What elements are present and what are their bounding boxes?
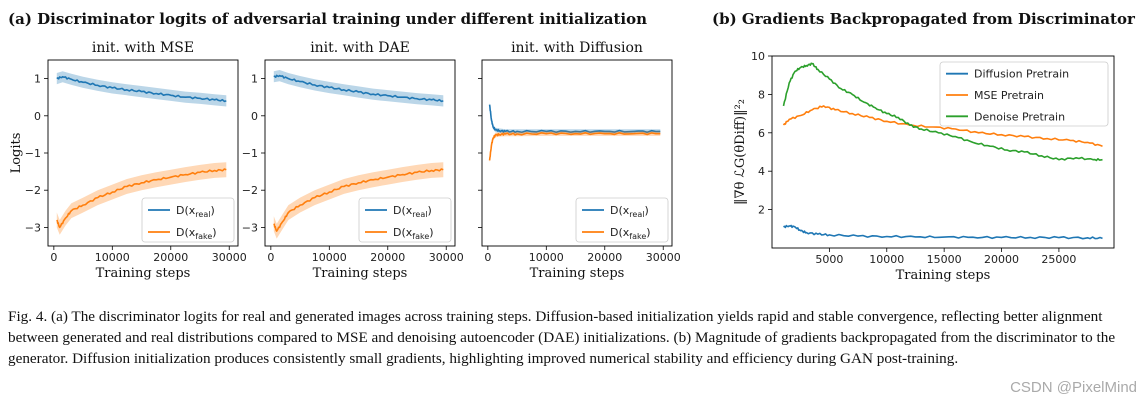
- plot-area: [273, 70, 444, 239]
- legend-label-0: D(xreal): [610, 204, 649, 219]
- y-tick-label: −2: [25, 184, 41, 197]
- series-line-0: [783, 224, 1103, 240]
- x-tick-label: 20000: [370, 251, 405, 264]
- series-line-1: [273, 168, 444, 232]
- y-tick-label: 2: [758, 204, 765, 217]
- x-tick-label: 30000: [212, 251, 247, 264]
- y-tick-label: 10: [751, 50, 765, 63]
- legend-box: [575, 197, 669, 243]
- legend-box: [141, 197, 235, 243]
- panel-a-title: (a) Discriminator logits of adversarial …: [8, 10, 648, 28]
- chart-diffusion: init. with Diffusion 0 10000 20000 30000 Trai…: [478, 40, 681, 281]
- series-band-1: [56, 162, 227, 235]
- chart-mse: init. with MSE 0 10000 20000 30000 −3 −2 −1 0 1 Tr…: [9, 40, 247, 281]
- x-tick-label: 20000: [587, 251, 622, 264]
- x-tick-label: 0: [484, 251, 491, 264]
- legend-label-1: D(xfake): [176, 226, 217, 241]
- series-line-2: [782, 62, 1103, 162]
- series-band-1: [489, 131, 661, 163]
- x-tick-label: 15000: [927, 253, 962, 266]
- series-band-1: [273, 162, 444, 239]
- y-tick-label: −1: [25, 147, 41, 160]
- y-tick-label: 4: [758, 165, 765, 178]
- series-line-1: [56, 168, 227, 229]
- x-tick-label: 30000: [646, 251, 681, 264]
- x-axis-label: Training steps: [530, 266, 625, 281]
- series-line-0: [56, 75, 227, 103]
- series-line-0: [273, 74, 444, 103]
- x-tick-label: 0: [267, 251, 274, 264]
- plot-area: [56, 71, 227, 235]
- chart-dae: init. with DAE 0 10000 20000 30000 −3 −2 −1 0 1 Tr…: [242, 40, 464, 281]
- plot-area: [782, 62, 1103, 240]
- panel-b-title: (b) Gradients Backpropagated from Discri…: [712, 10, 1135, 28]
- x-tick-label: 10000: [869, 253, 904, 266]
- x-tick-label: 10000: [529, 251, 564, 264]
- plot-title: init. with MSE: [92, 40, 194, 56]
- x-tick-label: 10000: [312, 251, 347, 264]
- x-tick-label: 25000: [1041, 253, 1076, 266]
- plot-title: init. with DAE: [310, 40, 410, 56]
- watermark: CSDN @PixelMind: [1010, 379, 1137, 396]
- x-tick-label: 20000: [984, 253, 1019, 266]
- x-axis-label: Training steps: [896, 268, 991, 283]
- axes-frame: [771, 55, 1115, 249]
- figure-caption: Fig. 4. (a) The discriminator logits for…: [8, 308, 1116, 367]
- legend-label-0: D(xreal): [176, 204, 215, 219]
- y-tick-label: 8: [758, 88, 765, 101]
- y-tick-label: −2: [242, 184, 258, 197]
- legend-label-1: D(xfake): [610, 226, 651, 241]
- legend-box: [939, 61, 1109, 127]
- x-tick-label: 5000: [815, 253, 843, 266]
- series-line-1: [488, 132, 661, 161]
- series-line-0: [488, 104, 661, 134]
- plot-title: init. with Diffusion: [511, 40, 643, 56]
- y-tick-label: −3: [242, 221, 258, 234]
- x-axis-label: Training steps: [313, 266, 408, 281]
- x-tick-label: 10000: [95, 251, 130, 264]
- y-tick-label: 6: [758, 127, 765, 140]
- legend-label-1: MSE Pretrain: [974, 89, 1044, 102]
- x-tick-label: 30000: [429, 251, 464, 264]
- y-tick-label: 1: [251, 73, 258, 86]
- chart-gradients: 5000 10000 15000 20000 25000 2 4 6 8 10 Training s…: [733, 50, 1115, 283]
- y-tick-label: 0: [251, 110, 258, 123]
- y-tick-label: −1: [242, 147, 258, 160]
- legend-box: [358, 197, 452, 243]
- legend-label-1: D(xfake): [393, 226, 434, 241]
- legend-label-0: D(xreal): [393, 204, 432, 219]
- x-tick-label: 0: [50, 251, 57, 264]
- plot-area: [488, 102, 661, 163]
- x-tick-label: 20000: [153, 251, 188, 264]
- legend-label-0: Diffusion Pretrain: [974, 68, 1069, 81]
- y-tick-label: 1: [34, 73, 41, 86]
- y-tick-label: −3: [25, 221, 41, 234]
- legend-label-2: Denoise Pretrain: [974, 110, 1065, 123]
- y-axis-label: ‖∇θ ℒG(θDiff)‖²₂: [733, 99, 748, 205]
- y-axis-label: Logits: [9, 133, 24, 174]
- y-tick-label: 0: [34, 110, 41, 123]
- x-axis-label: Training steps: [96, 266, 191, 281]
